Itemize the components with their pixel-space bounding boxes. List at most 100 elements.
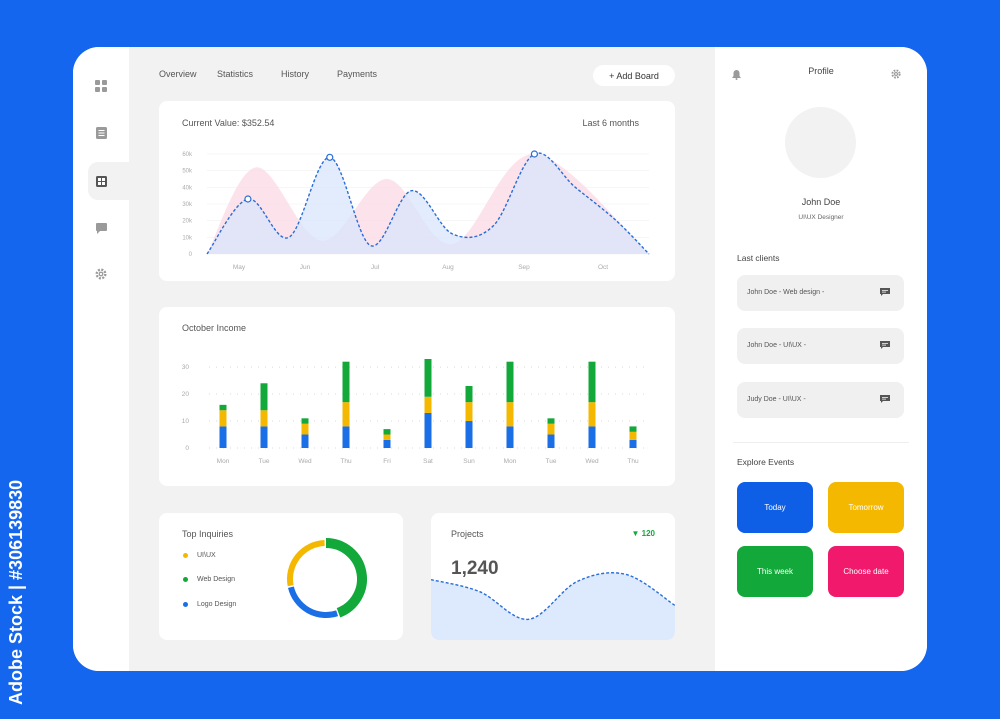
client-item[interactable]: Judy Doe - UI\UX - <box>737 382 904 418</box>
october-income-title: October Income <box>182 323 247 333</box>
bar-segment <box>629 439 637 448</box>
legend-dot-logo-design <box>183 602 188 607</box>
projects-change: ▼ 120 <box>631 529 655 538</box>
bar-segment <box>547 418 555 424</box>
x-tick-label: Sep <box>518 264 530 271</box>
legend-item: Web Design <box>183 576 235 583</box>
x-tick-label: Aug <box>442 264 454 271</box>
event-tomorrow-button[interactable]: Tomorrow <box>828 482 904 533</box>
data-point <box>530 150 539 158</box>
client-item[interactable]: John Doe - Web design - <box>737 275 904 311</box>
x-tick-label: Sun <box>463 458 475 465</box>
current-value-chart: 0 10k 20k 30k 40k 50k 60k May Jun Jul Aug Sep Oct <box>182 150 650 271</box>
legend-label: UI\UX <box>197 552 216 559</box>
data-point <box>326 153 334 161</box>
bar-segment <box>506 402 514 427</box>
donut-slice <box>287 540 325 587</box>
event-this-week-button[interactable]: This week <box>737 546 813 597</box>
bar-segment <box>588 361 596 403</box>
projects-chart <box>431 572 675 640</box>
y-tick-label: 20k <box>182 219 193 225</box>
current-value-title: Current Value: $352.54 <box>182 118 275 128</box>
x-tick-label: Thu <box>627 458 639 465</box>
bar-segment <box>219 426 227 448</box>
x-tick-label: Mon <box>217 458 230 465</box>
tab-history[interactable]: History <box>281 69 310 79</box>
top-inquiries-card: Top Inquiries UI\UX Web Design Logo Desi… <box>159 513 403 640</box>
gear-icon[interactable] <box>891 66 901 84</box>
event-choose-date-button[interactable]: Choose date <box>828 546 904 597</box>
bar-segment <box>629 426 637 432</box>
add-board-button[interactable]: + Add Board <box>593 65 675 86</box>
message-icon[interactable] <box>880 341 890 349</box>
bar-segment <box>547 423 555 435</box>
y-tick-label: 10k <box>182 235 193 241</box>
projects-area <box>431 572 675 640</box>
divider <box>733 442 909 443</box>
client-label: John Doe - UI\UX - <box>747 342 807 349</box>
bar-segment <box>219 410 227 427</box>
x-tick-label: Thu <box>340 458 352 465</box>
projects-line <box>431 572 675 621</box>
bar-segment <box>342 361 350 403</box>
bar-segment <box>260 383 268 411</box>
explore-events-title: Explore Events <box>737 457 795 467</box>
dashboard-icon[interactable] <box>93 78 109 94</box>
x-tick-label: Jul <box>371 264 380 271</box>
avatar <box>785 107 856 178</box>
profile-name: John Doe <box>801 197 841 207</box>
y-tick-label: 60k <box>182 152 193 158</box>
y-tick-label: 0 <box>189 252 193 258</box>
notification-bell-icon[interactable] <box>732 67 741 85</box>
legend-dot-ui-ux <box>183 553 188 558</box>
tab-overview[interactable]: Overview <box>159 69 197 79</box>
settings-icon[interactable] <box>93 266 109 282</box>
profile-panel: Profile John Doe UI\UX Designer Last cli… <box>715 47 927 671</box>
bar-segment <box>342 402 350 427</box>
x-tick-label: Oct <box>598 264 608 271</box>
bar-segment <box>383 439 391 448</box>
bar-segment <box>383 429 391 435</box>
y-tick-label: 30k <box>182 202 193 208</box>
bar-segment <box>424 412 432 448</box>
x-tick-label: Wed <box>298 458 312 465</box>
projects-card: Projects ▼ 120 1,240 <box>431 513 675 640</box>
october-income-chart: 0 10 20 30 Mon Tue Wed Thu Fri Sat Sun Mon Tue Wed Thu <box>182 359 649 465</box>
y-tick-label: 0 <box>185 445 189 452</box>
projects-value: 1,240 <box>451 558 499 579</box>
period-selector[interactable]: Last 6 months <box>582 118 639 128</box>
profile-role: UI\UX Designer <box>798 214 844 221</box>
chat-icon[interactable] <box>93 220 109 236</box>
y-tick-label: 50k <box>182 169 193 175</box>
event-today-button[interactable]: Today <box>737 482 813 533</box>
bar-segment <box>506 361 514 403</box>
bar-segment <box>465 385 473 403</box>
last-clients-title: Last clients <box>737 253 780 263</box>
y-tick-label: 40k <box>182 185 193 191</box>
document-icon[interactable] <box>93 125 109 141</box>
sidebar <box>73 47 129 671</box>
client-item[interactable]: John Doe - UI\UX - <box>737 328 904 364</box>
grid-icon[interactable] <box>93 173 109 189</box>
y-tick-label: 30 <box>182 364 190 371</box>
bar-segment <box>588 402 596 427</box>
trend-down-icon: ▼ <box>631 529 640 538</box>
x-tick-label: Fri <box>383 458 391 465</box>
donut-slice <box>325 538 367 618</box>
legend-label: Logo Design <box>197 601 237 608</box>
legend-label: Web Design <box>197 576 236 583</box>
x-tick-label: Sat <box>423 458 433 465</box>
legend-item: Logo Design <box>183 601 236 608</box>
tab-statistics[interactable]: Statistics <box>217 69 254 79</box>
top-inquiries-title: Top Inquiries <box>182 529 234 539</box>
bar-segment <box>301 434 309 448</box>
y-tick-label: 10 <box>182 418 190 425</box>
message-icon[interactable] <box>880 395 890 403</box>
x-tick-label: Wed <box>585 458 599 465</box>
x-tick-label: Tue <box>546 458 557 465</box>
donut-slice <box>288 586 339 618</box>
message-icon[interactable] <box>880 288 890 296</box>
bar-segment <box>219 404 227 411</box>
x-tick-label: Mon <box>504 458 517 465</box>
tab-payments[interactable]: Payments <box>337 69 378 79</box>
